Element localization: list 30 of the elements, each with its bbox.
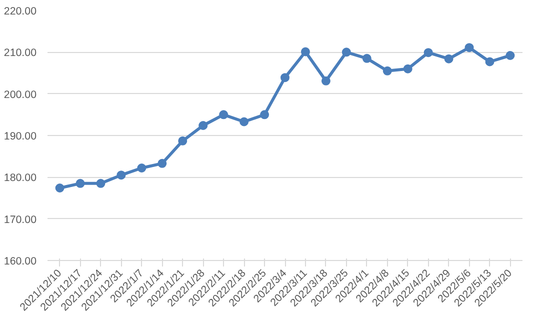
point [506,51,515,60]
point [342,48,351,57]
y-tick-label: 220.00 [4,6,37,18]
point [300,47,310,56]
point [321,76,330,86]
point [137,164,146,172]
point [178,136,188,146]
y-tick-label: 190.00 [4,130,37,142]
point [382,66,392,76]
point [424,48,433,58]
point [198,121,208,130]
point [444,54,454,64]
y-tick-label: 180.00 [4,172,37,184]
point [96,178,106,188]
point [240,117,249,126]
point [158,158,167,168]
point [260,110,270,120]
y-tick-label: 170.00 [4,214,37,226]
point [485,57,494,66]
point [55,184,64,192]
y-tick-label: 160.00 [4,256,37,268]
y-tick-label: 200.00 [4,88,37,101]
point [280,73,290,82]
point [464,43,474,52]
point [76,178,85,188]
point [403,64,412,74]
point [116,170,126,180]
y-tick-label: 210.00 [4,47,37,60]
point [219,110,228,120]
point [362,54,372,63]
